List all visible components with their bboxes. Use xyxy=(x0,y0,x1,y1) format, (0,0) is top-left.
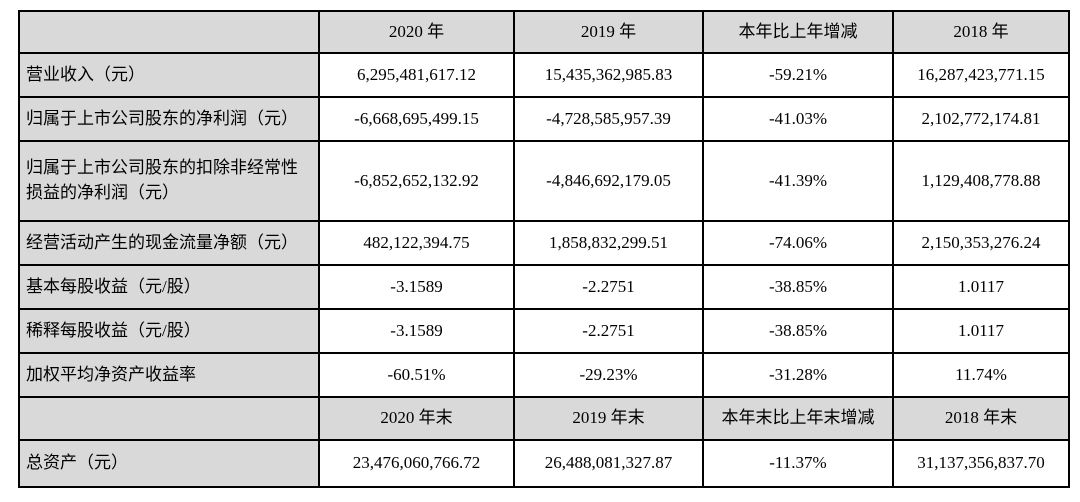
row-label: 归属于上市公司股东的扣除非经常性损益的净利润（元） xyxy=(18,140,320,222)
cell-value-change: -59.21% xyxy=(702,52,894,98)
table-row-diluted-eps: 稀释每股收益（元/股） -3.1589 -2.2751 -38.85% 1.01… xyxy=(18,308,1070,354)
cell-value-change: -31.28% xyxy=(702,352,894,398)
cell-value-2020: -60.51% xyxy=(318,352,515,398)
cell-value-2018: 31,137,356,837.70 xyxy=(892,439,1070,488)
cell-value-2019: 26,488,081,327.87 xyxy=(513,439,704,488)
cell-value-2019: -29.23% xyxy=(513,352,704,398)
header-year-2018: 2018 年 xyxy=(892,10,1070,54)
cell-value-change: -74.06% xyxy=(702,220,894,266)
header-yearend-change: 本年末比上年末增减 xyxy=(702,396,894,441)
cell-value-2020: -3.1589 xyxy=(318,308,515,354)
cell-value-2020: -3.1589 xyxy=(318,264,515,310)
header-corner-cell xyxy=(18,10,320,54)
cell-value-2020: -6,852,652,132.92 xyxy=(318,140,515,222)
cell-value-2019: 15,435,362,985.83 xyxy=(513,52,704,98)
cell-value-2018: 2,102,772,174.81 xyxy=(892,96,1070,142)
cell-value-2019: 1,858,832,299.51 xyxy=(513,220,704,266)
table-row-operating-cash-flow: 经营活动产生的现金流量净额（元） 482,122,394.75 1,858,83… xyxy=(18,220,1070,266)
table-header-row-yearend: 2020 年末 2019 年末 本年末比上年末增减 2018 年末 xyxy=(18,396,1070,441)
table-row-weighted-avg-roe: 加权平均净资产收益率 -60.51% -29.23% -31.28% 11.74… xyxy=(18,352,1070,398)
header-yoy-change: 本年比上年增减 xyxy=(702,10,894,54)
cell-value-2019: -4,728,585,957.39 xyxy=(513,96,704,142)
header-corner-cell xyxy=(18,396,320,441)
cell-value-2018: 1.0117 xyxy=(892,308,1070,354)
cell-value-2018: 1.0117 xyxy=(892,264,1070,310)
header-yearend-2019: 2019 年末 xyxy=(513,396,704,441)
cell-value-2020: -6,668,695,499.15 xyxy=(318,96,515,142)
cell-value-2018: 11.74% xyxy=(892,352,1070,398)
cell-value-change: -41.39% xyxy=(702,140,894,222)
cell-value-change: -41.03% xyxy=(702,96,894,142)
row-label: 经营活动产生的现金流量净额（元） xyxy=(18,220,320,266)
header-year-2020: 2020 年 xyxy=(318,10,515,54)
row-label: 归属于上市公司股东的净利润（元） xyxy=(18,96,320,142)
cell-value-change: -38.85% xyxy=(702,264,894,310)
cell-value-2020: 23,476,060,766.72 xyxy=(318,439,515,488)
cell-value-2018: 1,129,408,778.88 xyxy=(892,140,1070,222)
row-label: 加权平均净资产收益率 xyxy=(18,352,320,398)
table-row-basic-eps: 基本每股收益（元/股） -3.1589 -2.2751 -38.85% 1.01… xyxy=(18,264,1070,310)
cell-value-2018: 16,287,423,771.15 xyxy=(892,52,1070,98)
table-row-total-assets: 总资产（元） 23,476,060,766.72 26,488,081,327.… xyxy=(18,439,1070,488)
header-yearend-2020: 2020 年末 xyxy=(318,396,515,441)
cell-value-2019: -2.2751 xyxy=(513,308,704,354)
header-yearend-2018: 2018 年末 xyxy=(892,396,1070,441)
cell-value-2020: 482,122,394.75 xyxy=(318,220,515,266)
row-label: 总资产（元） xyxy=(18,439,320,488)
row-label: 基本每股收益（元/股） xyxy=(18,264,320,310)
cell-value-2019: -2.2751 xyxy=(513,264,704,310)
cell-value-2020: 6,295,481,617.12 xyxy=(318,52,515,98)
cell-value-2018: 2,150,353,276.24 xyxy=(892,220,1070,266)
table-row-net-profit-excl-nonrecurring: 归属于上市公司股东的扣除非经常性损益的净利润（元） -6,852,652,132… xyxy=(18,140,1070,222)
row-label: 稀释每股收益（元/股） xyxy=(18,308,320,354)
header-year-2019: 2019 年 xyxy=(513,10,704,54)
cell-value-change: -11.37% xyxy=(702,439,894,488)
row-label: 营业收入（元） xyxy=(18,52,320,98)
table-row-net-profit: 归属于上市公司股东的净利润（元） -6,668,695,499.15 -4,72… xyxy=(18,96,1070,142)
cell-value-2019: -4,846,692,179.05 xyxy=(513,140,704,222)
financial-summary-table: 2020 年 2019 年 本年比上年增减 2018 年 营业收入（元） 6,2… xyxy=(18,10,1070,488)
table-row-operating-revenue: 营业收入（元） 6,295,481,617.12 15,435,362,985.… xyxy=(18,52,1070,98)
table-header-row-annual: 2020 年 2019 年 本年比上年增减 2018 年 xyxy=(18,10,1070,54)
cell-value-change: -38.85% xyxy=(702,308,894,354)
